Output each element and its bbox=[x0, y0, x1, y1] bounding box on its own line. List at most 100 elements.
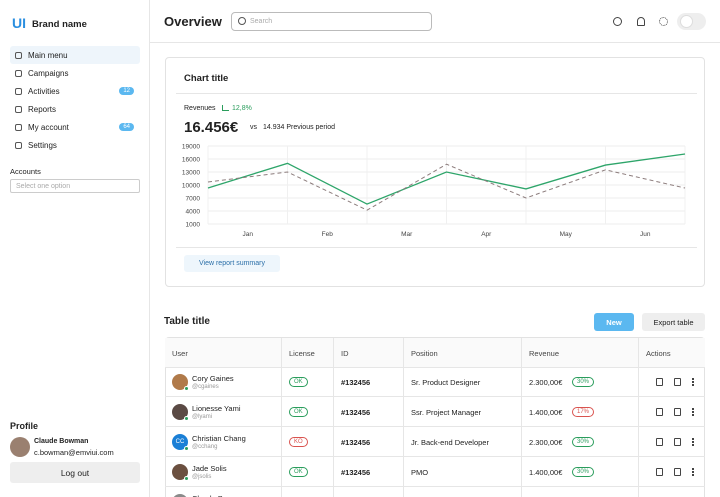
menu-label: Activities bbox=[28, 86, 60, 96]
revenue: 1.400,00€ bbox=[529, 487, 562, 497]
col-divider bbox=[521, 487, 522, 497]
license-cell: KO bbox=[289, 427, 308, 457]
col-divider bbox=[403, 367, 404, 397]
y-tick-label: 10000 bbox=[182, 183, 200, 190]
more-icon[interactable] bbox=[692, 468, 694, 476]
col-divider bbox=[333, 338, 334, 368]
delete-icon[interactable] bbox=[656, 378, 663, 386]
col-divider bbox=[281, 427, 282, 457]
trend-pill: 17% bbox=[572, 407, 595, 417]
history-icon[interactable] bbox=[613, 17, 622, 26]
report-link[interactable]: View report summary bbox=[184, 255, 280, 272]
delete-icon[interactable] bbox=[656, 438, 663, 446]
trend-icon bbox=[222, 105, 229, 111]
theme-toggle[interactable] bbox=[677, 13, 706, 30]
report-link-label: View report summary bbox=[198, 260, 265, 267]
table-title: Table title bbox=[164, 316, 210, 327]
delete-icon[interactable] bbox=[656, 408, 663, 416]
metric-value: 16.456€ bbox=[184, 119, 239, 136]
position: Sr. Product Designer bbox=[411, 377, 481, 387]
more-icon[interactable] bbox=[692, 408, 694, 416]
col-divider bbox=[638, 367, 639, 397]
series-line bbox=[207, 153, 686, 205]
id: #132456 bbox=[341, 437, 371, 447]
more-icon[interactable] bbox=[692, 378, 694, 386]
col-divider bbox=[281, 397, 282, 427]
license-pill: OK bbox=[289, 467, 308, 477]
delete-icon[interactable] bbox=[656, 468, 663, 476]
y-tick-label: 19000 bbox=[182, 144, 200, 151]
avatar bbox=[172, 494, 188, 497]
id: #132456 bbox=[341, 467, 371, 477]
table-row: CC Christian Chang @cchang KO #132456 Jr. Bac… bbox=[165, 427, 705, 457]
logout-label: Log out bbox=[60, 467, 90, 478]
edit-icon[interactable] bbox=[674, 438, 681, 446]
search-placeholder: Search bbox=[250, 18, 273, 25]
position: Ssr. Project Manager bbox=[411, 407, 482, 417]
col-divider bbox=[403, 338, 404, 368]
position: Jr. Back-end Developer bbox=[411, 437, 489, 447]
menu-item[interactable]: Settings bbox=[10, 136, 140, 154]
col-divider bbox=[638, 397, 639, 427]
table-row: Claude Bowman@cbowmanOK#132456PMO1.400,0… bbox=[165, 487, 705, 497]
series-line bbox=[207, 163, 686, 211]
user-name: Christian Chang bbox=[192, 434, 246, 443]
menu-item[interactable]: Campaigns bbox=[10, 64, 140, 82]
new-button[interactable]: New bbox=[594, 313, 634, 331]
menu-label: Main menu bbox=[28, 50, 68, 60]
menu-item[interactable]: Reports bbox=[10, 100, 140, 118]
status-dot bbox=[184, 386, 189, 391]
trend-cell: 30% bbox=[572, 367, 595, 397]
col-divider bbox=[281, 367, 282, 397]
column-header: Revenue bbox=[529, 348, 560, 358]
user-name: Cory Gaines bbox=[192, 374, 234, 383]
col-divider bbox=[521, 367, 522, 397]
license-pill: KO bbox=[289, 437, 308, 447]
license-cell: OK bbox=[289, 397, 308, 427]
position: PMO bbox=[411, 487, 428, 497]
col-divider bbox=[638, 457, 639, 487]
export-label: Export table bbox=[653, 317, 694, 327]
license-cell: OK bbox=[289, 367, 308, 397]
y-tick-label: 16000 bbox=[182, 157, 200, 164]
license-cell: OK bbox=[289, 487, 308, 497]
menu-icon bbox=[15, 69, 22, 77]
search-icon bbox=[238, 17, 246, 25]
col-divider bbox=[281, 338, 282, 368]
menu-icon bbox=[15, 51, 22, 59]
x-tick-label: Apr bbox=[481, 231, 492, 238]
menu-item[interactable]: Activities 12 bbox=[10, 82, 140, 100]
trend-pill: 30% bbox=[572, 467, 595, 477]
menu-item[interactable]: Main menu bbox=[10, 46, 140, 64]
edit-icon[interactable] bbox=[674, 378, 681, 386]
more-icon[interactable] bbox=[692, 438, 694, 446]
settings-icon[interactable] bbox=[659, 17, 668, 26]
x-tick-label: Mar bbox=[401, 231, 413, 238]
col-divider bbox=[403, 427, 404, 457]
license-pill: OK bbox=[289, 407, 308, 417]
export-button[interactable]: Export table bbox=[642, 313, 705, 331]
trend-cell: 17% bbox=[572, 397, 595, 427]
bell-icon[interactable] bbox=[637, 17, 645, 26]
user-name: Jade Solis bbox=[192, 464, 227, 473]
status-dot bbox=[184, 416, 189, 421]
accounts-select[interactable]: Select one option bbox=[10, 179, 140, 193]
menu-item[interactable]: My account 64 bbox=[10, 118, 140, 136]
menu-label: Campaigns bbox=[28, 68, 69, 78]
card-title: Chart title bbox=[184, 73, 229, 84]
col-divider bbox=[521, 457, 522, 487]
header: Overview Search bbox=[150, 0, 720, 43]
new-label: New bbox=[606, 317, 622, 327]
metric-change: 12,8% bbox=[232, 105, 252, 112]
line-chart: 1000 4000 7000 10000 13000 16000 19000 Jan Feb Ma… bbox=[182, 144, 686, 238]
search[interactable]: Search bbox=[231, 12, 432, 31]
edit-icon[interactable] bbox=[674, 408, 681, 416]
y-tick-label: 7000 bbox=[186, 196, 201, 203]
column-header: Actions bbox=[646, 348, 671, 358]
col-divider bbox=[333, 457, 334, 487]
menu-badge: 64 bbox=[119, 123, 134, 131]
vs: vs bbox=[250, 124, 257, 131]
logout-button[interactable]: Log out bbox=[10, 462, 140, 483]
edit-icon[interactable] bbox=[674, 468, 681, 476]
license-pill: OK bbox=[289, 377, 308, 387]
